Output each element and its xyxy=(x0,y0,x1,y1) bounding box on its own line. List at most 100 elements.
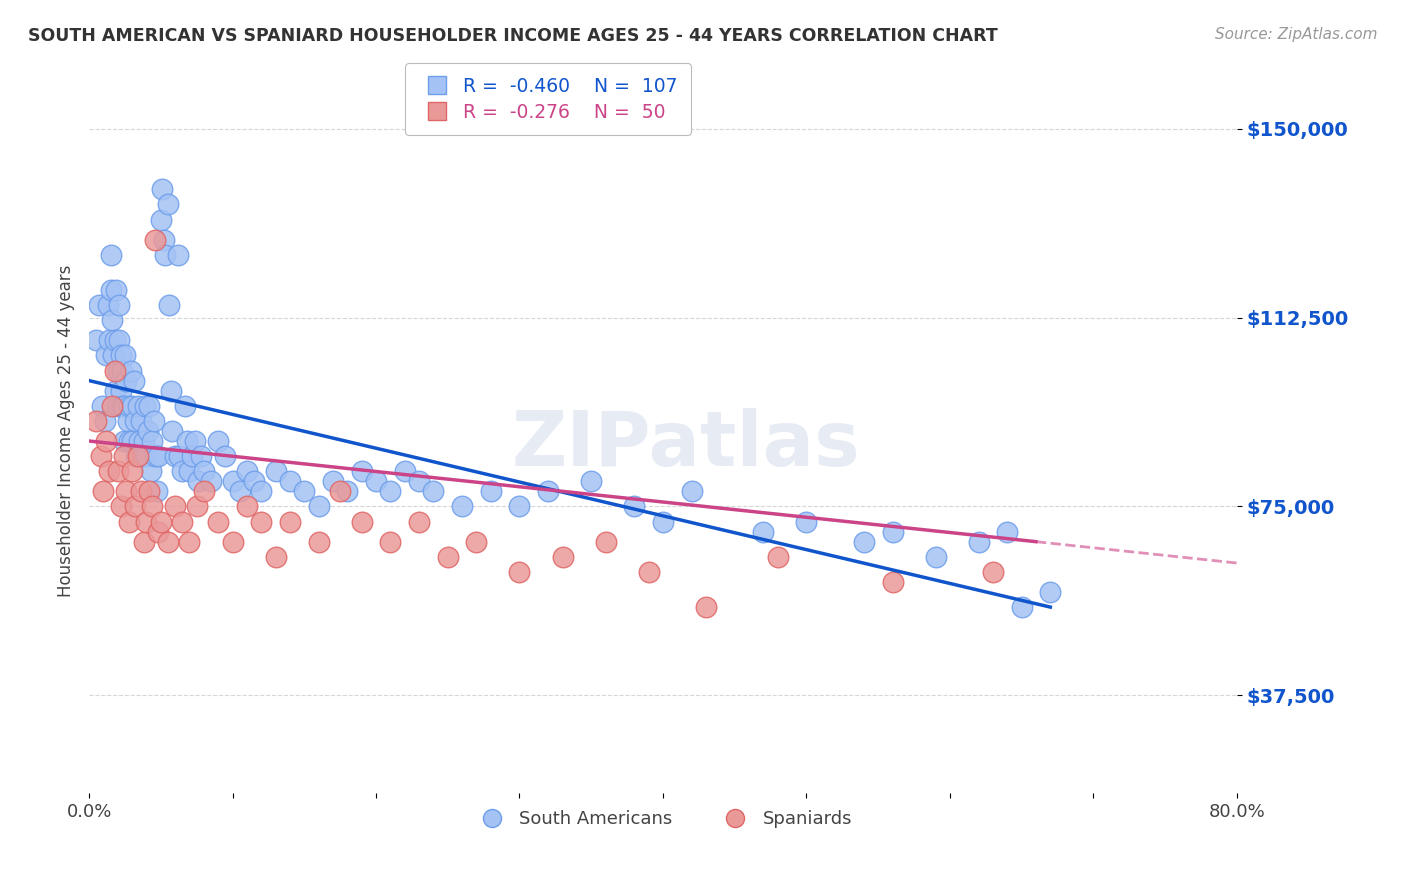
Point xyxy=(995,524,1018,539)
Point xyxy=(124,414,146,428)
Point xyxy=(1039,585,1062,599)
Point xyxy=(236,464,259,478)
Point xyxy=(127,399,149,413)
Point xyxy=(115,374,138,388)
Point xyxy=(165,449,187,463)
Point xyxy=(579,475,602,489)
Point xyxy=(169,449,191,463)
Text: Source: ZipAtlas.com: Source: ZipAtlas.com xyxy=(1215,27,1378,42)
Point xyxy=(115,484,138,499)
Y-axis label: Householder Income Ages 25 - 44 years: Householder Income Ages 25 - 44 years xyxy=(58,265,75,597)
Point xyxy=(101,399,124,413)
Point xyxy=(179,464,201,478)
Point xyxy=(100,248,122,262)
Point xyxy=(112,434,135,448)
Point xyxy=(124,500,146,514)
Point xyxy=(537,484,560,499)
Point xyxy=(111,363,134,377)
Point xyxy=(623,500,645,514)
Point xyxy=(136,424,159,438)
Point xyxy=(121,434,143,448)
Point xyxy=(146,449,169,463)
Point xyxy=(118,399,141,413)
Point xyxy=(157,298,180,312)
Point xyxy=(100,283,122,297)
Point xyxy=(112,449,135,463)
Point xyxy=(308,500,330,514)
Point xyxy=(129,484,152,499)
Point xyxy=(637,565,659,579)
Point xyxy=(139,464,162,478)
Point xyxy=(380,534,402,549)
Point xyxy=(408,515,430,529)
Point xyxy=(1011,600,1033,615)
Point xyxy=(882,574,904,589)
Point xyxy=(114,348,136,362)
Point xyxy=(98,464,121,478)
Point xyxy=(104,334,127,348)
Point xyxy=(150,182,173,196)
Point xyxy=(104,384,127,398)
Point xyxy=(162,424,184,438)
Point xyxy=(167,248,190,262)
Point xyxy=(695,600,717,615)
Point xyxy=(165,500,187,514)
Point xyxy=(152,233,174,247)
Point xyxy=(479,484,502,499)
Point xyxy=(796,515,818,529)
Point xyxy=(141,500,163,514)
Point xyxy=(93,484,115,499)
Point xyxy=(132,534,155,549)
Point xyxy=(104,363,127,377)
Point xyxy=(118,515,141,529)
Point xyxy=(101,313,124,327)
Point xyxy=(121,464,143,478)
Point xyxy=(112,399,135,413)
Point xyxy=(122,374,145,388)
Point xyxy=(87,298,110,312)
Point xyxy=(131,449,153,463)
Point xyxy=(350,464,373,478)
Point xyxy=(329,484,352,499)
Point xyxy=(451,500,474,514)
Point xyxy=(121,399,143,413)
Point xyxy=(118,434,141,448)
Point xyxy=(278,475,301,489)
Point xyxy=(250,484,273,499)
Point xyxy=(96,434,118,448)
Point xyxy=(408,475,430,489)
Point xyxy=(172,515,194,529)
Point xyxy=(141,434,163,448)
Point xyxy=(84,414,107,428)
Point xyxy=(132,434,155,448)
Point xyxy=(190,449,212,463)
Point xyxy=(336,484,359,499)
Point xyxy=(120,363,142,377)
Point xyxy=(852,534,875,549)
Point xyxy=(84,334,107,348)
Point xyxy=(176,434,198,448)
Point xyxy=(308,534,330,549)
Point xyxy=(128,434,150,448)
Point xyxy=(322,475,344,489)
Point xyxy=(551,549,574,564)
Point xyxy=(149,212,172,227)
Point xyxy=(98,334,121,348)
Point xyxy=(278,515,301,529)
Point xyxy=(156,197,179,211)
Point xyxy=(193,464,215,478)
Point xyxy=(924,549,946,564)
Point xyxy=(364,475,387,489)
Point xyxy=(103,348,125,362)
Point xyxy=(207,434,229,448)
Point xyxy=(135,449,157,463)
Point xyxy=(214,449,236,463)
Point xyxy=(221,534,243,549)
Point xyxy=(465,534,488,549)
Point xyxy=(143,233,166,247)
Point xyxy=(143,449,166,463)
Point xyxy=(127,449,149,463)
Point xyxy=(110,348,132,362)
Point xyxy=(107,399,129,413)
Point xyxy=(436,549,458,564)
